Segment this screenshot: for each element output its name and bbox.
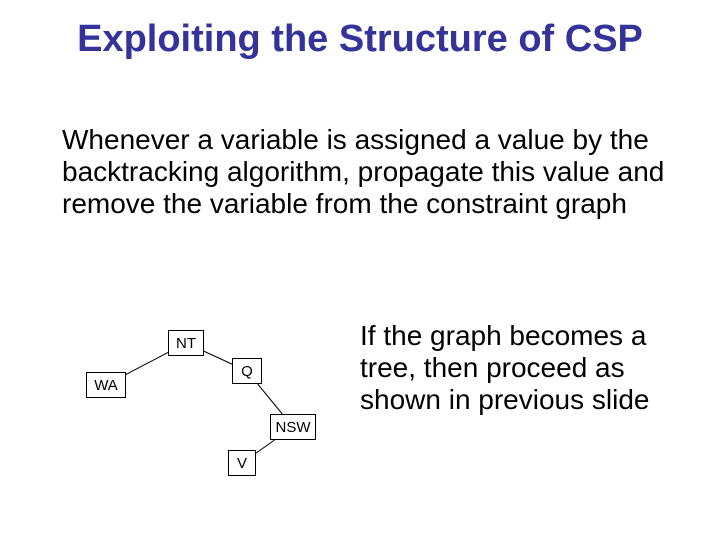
slide: Exploiting the Structure of CSP Whenever… (0, 0, 720, 540)
edge-NSW-V (256, 440, 275, 453)
node-NSW: NSW (270, 414, 316, 440)
edge-NT-Q (204, 351, 232, 364)
node-NT: NT (168, 330, 204, 356)
slide-title: Exploiting the Structure of CSP (0, 18, 720, 61)
node-Q: Q (232, 358, 262, 384)
edge-Q-NSW (258, 384, 283, 414)
edge-NT-WA (126, 352, 168, 374)
constraint-graph: NT WA Q NSW V (80, 320, 340, 490)
body-paragraph-2: If the graph becomes a tree, then procee… (360, 320, 690, 417)
node-WA: WA (86, 372, 126, 398)
node-V: V (228, 450, 256, 476)
body-paragraph-1: Whenever a variable is assigned a value … (62, 124, 682, 221)
graph-edges (80, 320, 340, 490)
